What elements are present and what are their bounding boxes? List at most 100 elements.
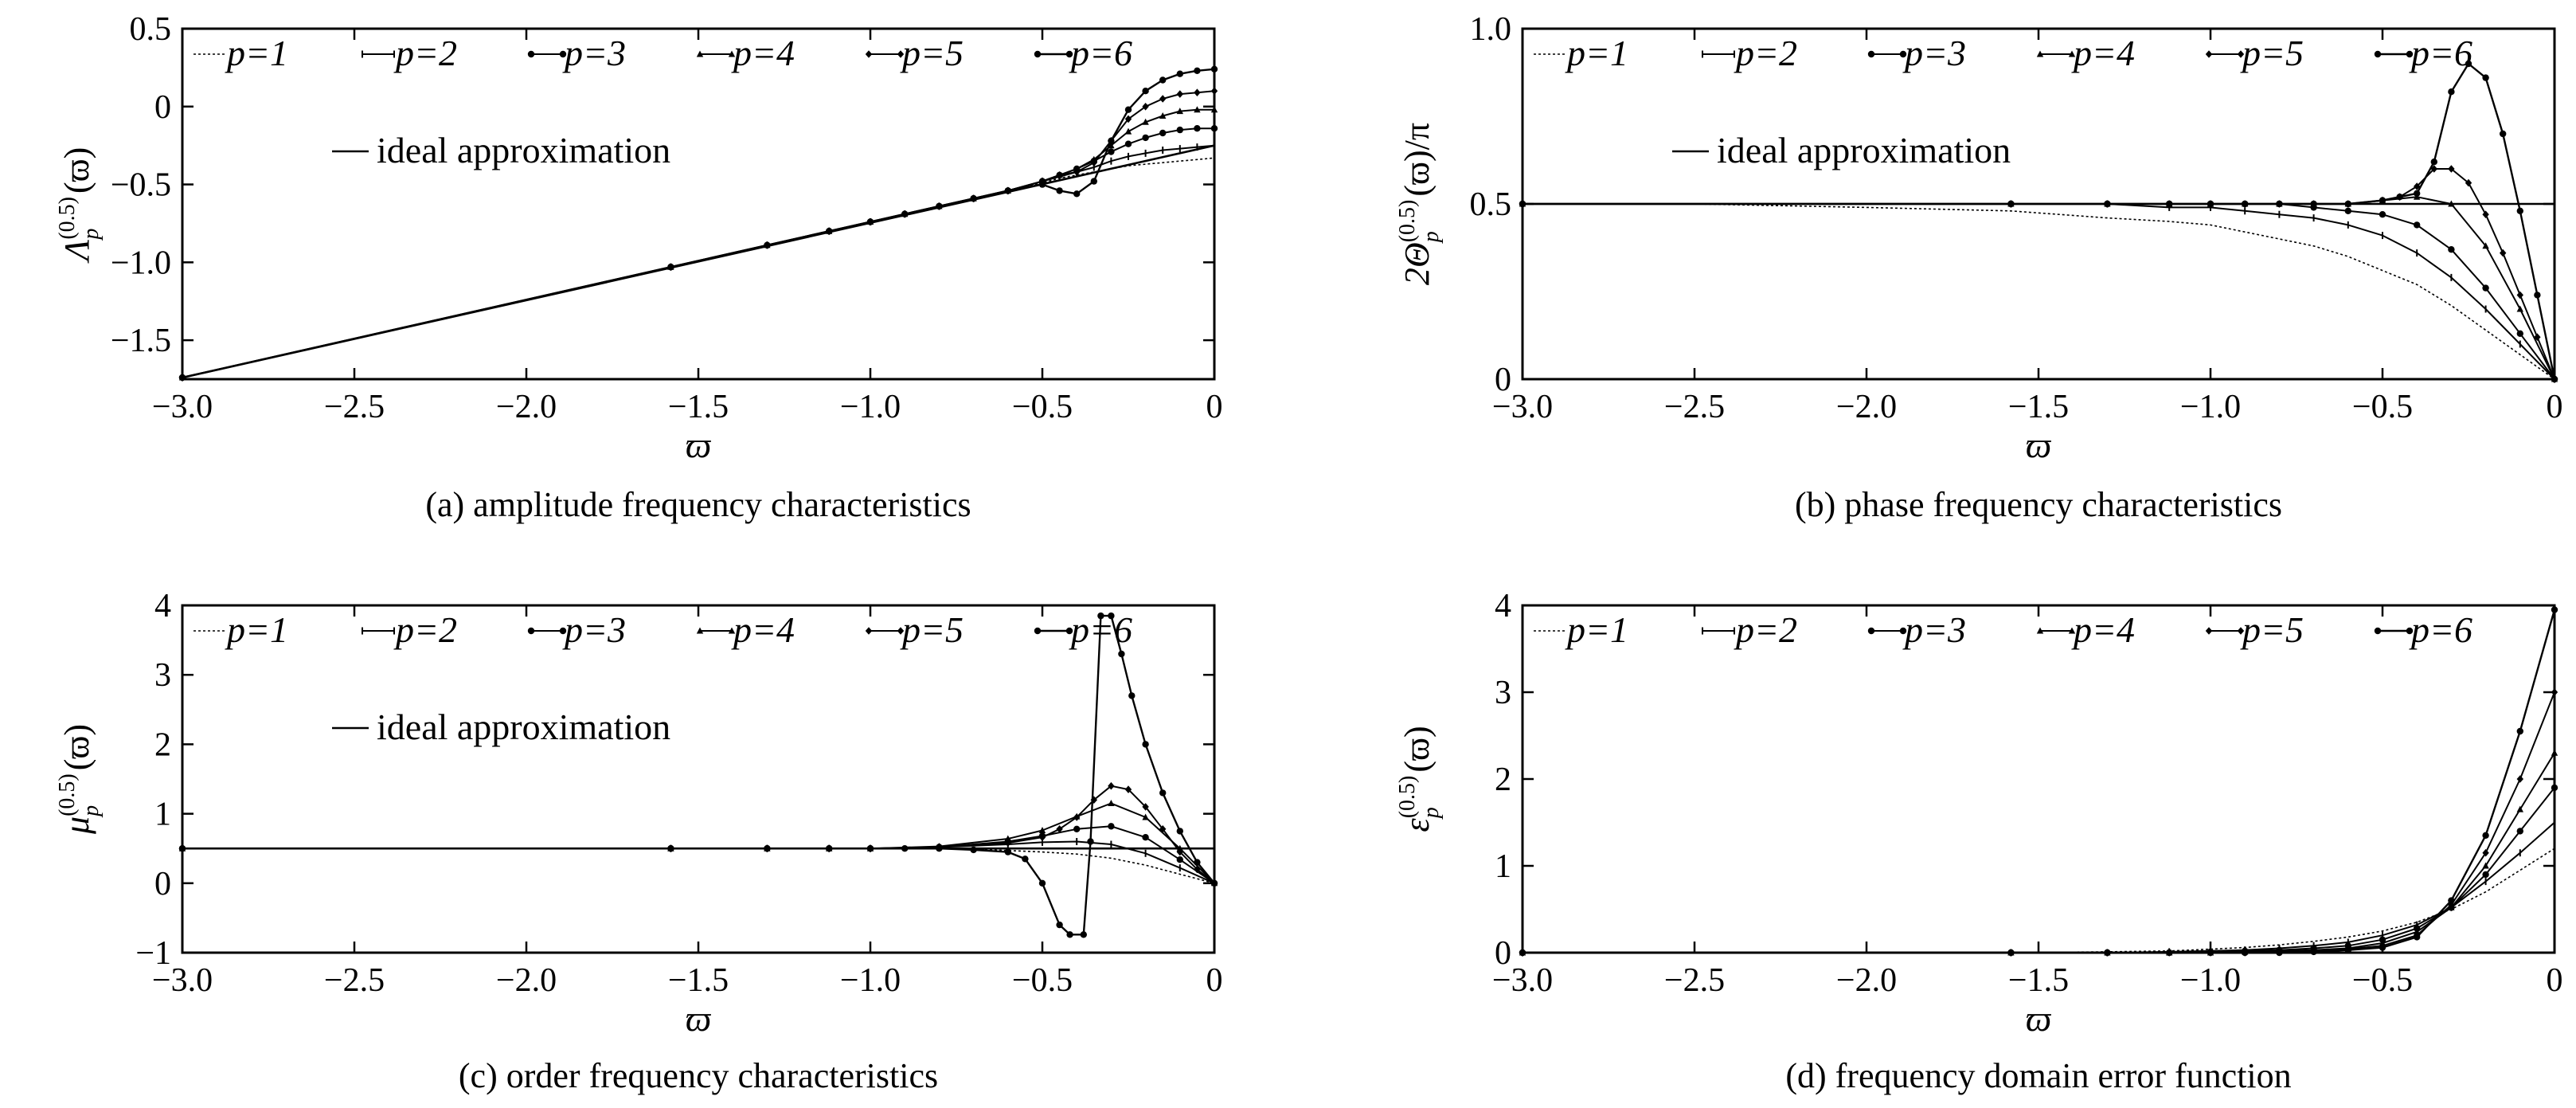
series-line-p6 [1519, 606, 2558, 957]
y-tick-label: −0.5 [111, 167, 171, 204]
legend-entry-text: p=6 [2409, 609, 2472, 650]
x-tick-label: −1.5 [2008, 389, 2069, 425]
y-tick-label: 0 [154, 89, 171, 126]
y-tick-label: 1.0 [1470, 11, 1512, 48]
legend: p=1 p=2 p=3 p=4 p=5 p=6 [193, 33, 1132, 73]
plot-frame [181, 27, 1216, 381]
x-tick-label: −1.5 [668, 389, 729, 425]
panel-caption: (a) amplitude frequency characteristics [425, 485, 971, 524]
y-tick-label: −1.5 [111, 323, 171, 359]
series-line-p2 [1522, 200, 2555, 383]
legend-entry-label: p=5 [2240, 33, 2304, 73]
series-line-p4 [178, 106, 1218, 381]
series-line-p5 [178, 87, 1218, 382]
legend-entry-text: p=6 [1069, 609, 1132, 650]
y-axis-label: εp(0.5) (ϖ) [1395, 726, 1444, 832]
legend-entry-text: p=6 [2409, 33, 2472, 73]
y-tick-label: 1 [1495, 848, 1511, 885]
x-tick-label: −2.5 [1664, 389, 1725, 425]
y-axis-label-main: 2Θ [1397, 242, 1437, 285]
series-line-p5 [1519, 688, 2558, 957]
panel-caption: (c) order frequency characteristics [459, 1056, 938, 1095]
x-tick-label: −3.0 [152, 389, 213, 425]
panel-caption: (d) frequency domain error function [1785, 1056, 2291, 1095]
legend-entry-text: p=1 [225, 609, 288, 650]
y-axis-label-argument: (ϖ) [1397, 726, 1437, 772]
legend-entry-label: p=5 [900, 33, 964, 73]
x-tick-label: −0.5 [2352, 389, 2413, 425]
legend-entry-text: p=5 [2240, 609, 2304, 650]
legend-entry-text: p=2 [1734, 33, 1797, 73]
legend-entry-label: p=5 [900, 609, 964, 650]
legend-entry-text: p=3 [562, 609, 626, 650]
legend-entry-text: p=5 [2240, 33, 2304, 73]
legend-entry-text: p=4 [731, 33, 795, 73]
y-tick-label: 3 [154, 657, 171, 694]
y-axis-label-subscript: p [1419, 807, 1444, 820]
x-axis-label: ϖ [2026, 425, 2052, 465]
x-tick-label: 0 [2547, 962, 2563, 999]
x-axis-label: ϖ [686, 998, 712, 1039]
legend-entry-label: p=6 [1069, 33, 1132, 73]
plot-frame [1521, 604, 2556, 954]
legend-entry-text: p=4 [731, 609, 795, 650]
legend-entry-text: p=3 [562, 33, 626, 73]
legend-entry-label: p=4 [731, 33, 795, 73]
x-tick-label: −1.0 [840, 962, 901, 999]
x-tick-label: −2.0 [1836, 962, 1897, 999]
legend: p=1 p=2 p=3 p=4 p=5 p=6 [1534, 33, 2472, 73]
y-axis-label-main: μ [57, 816, 96, 835]
series-line-p6 [178, 65, 1218, 382]
y-tick-label: −1.0 [111, 245, 171, 281]
x-axis-label: ϖ [686, 425, 712, 465]
chart-panel-4: −3.0 −2.5 −2.0 −1.5 −1.0 −0.5 0 0 1 2 3 4 ϖ εp(0.5) (ϖ… [1395, 588, 2563, 1095]
legend-entry-label: p=2 [393, 33, 457, 73]
legend-entry-label: p=2 [1734, 609, 1797, 650]
series-line-p1 [182, 848, 1215, 884]
x-tick-label: −0.5 [2352, 962, 2413, 999]
legend-entry-text: p=2 [1734, 609, 1797, 650]
legend: p=1 p=2 p=3 p=4 p=5 p=6 [1534, 609, 2472, 650]
ideal-legend-label: ideal approximation [377, 130, 670, 170]
y-axis-label-superscript: (0.5) [1395, 200, 1420, 243]
panel-caption: (b) phase frequency characteristics [1795, 485, 2282, 524]
x-tick-label: −2.0 [496, 389, 557, 425]
series-line-p4 [1519, 193, 2558, 382]
y-tick-label: 4 [1495, 588, 1511, 624]
legend-entry-label: p=2 [393, 609, 457, 650]
chart-panel-3: −3.0 −2.5 −2.0 −1.5 −1.0 −0.5 0 −1 0 1 2 3 4 ϖ μp(0.5)… [55, 588, 1223, 1095]
y-axis-label-superscript: (0.5) [1395, 776, 1420, 819]
legend-entry-text: p=4 [2071, 609, 2135, 650]
series-line-p5 [1519, 165, 2558, 383]
x-tick-label: −1.5 [2008, 962, 2069, 999]
legend-entry-label: p=3 [562, 609, 626, 650]
legend-entry-text: p=1 [225, 33, 288, 73]
y-axis-label: μp(0.5) (ϖ) [55, 724, 104, 835]
y-axis-label-argument: (ϖ) [57, 724, 96, 770]
x-tick-label: −2.5 [324, 389, 385, 425]
legend-entry-label: p=1 [1565, 33, 1628, 73]
series-line-p3 [178, 124, 1218, 382]
legend-entry-text: p=1 [1565, 609, 1628, 650]
x-axis-label: ϖ [2026, 998, 2052, 1039]
legend-entry-label: p=4 [2071, 609, 2135, 650]
y-tick-label: 4 [154, 588, 171, 624]
series-line-p3 [1519, 784, 2558, 957]
legend: p=1 p=2 p=3 p=4 p=5 p=6 [193, 609, 1132, 650]
series-line-p4 [178, 800, 1218, 887]
x-tick-label: 0 [1206, 389, 1223, 425]
legend-entry-label: p=6 [1069, 609, 1132, 650]
x-tick-label: −0.5 [1012, 962, 1073, 999]
series-line-p2 [1522, 819, 2555, 957]
y-tick-label: 0.5 [130, 11, 172, 48]
y-axis-label-superscript: (0.5) [55, 197, 80, 240]
legend-entry-text: p=3 [1902, 33, 1966, 73]
chart-panel-2: −3.0 −2.5 −2.0 −1.5 −1.0 −0.5 0 0 0.5 1.0 ϖ 2Θp(0.5… [1395, 11, 2563, 524]
legend-entry-text: p=5 [900, 33, 964, 73]
legend-entry-label: p=5 [2240, 609, 2304, 650]
legend-entry-text: p=1 [1565, 33, 1628, 73]
y-tick-label: 0 [1495, 362, 1511, 398]
y-axis-label-subscript: p [1419, 231, 1444, 244]
legend-entry-label: p=1 [225, 33, 288, 73]
